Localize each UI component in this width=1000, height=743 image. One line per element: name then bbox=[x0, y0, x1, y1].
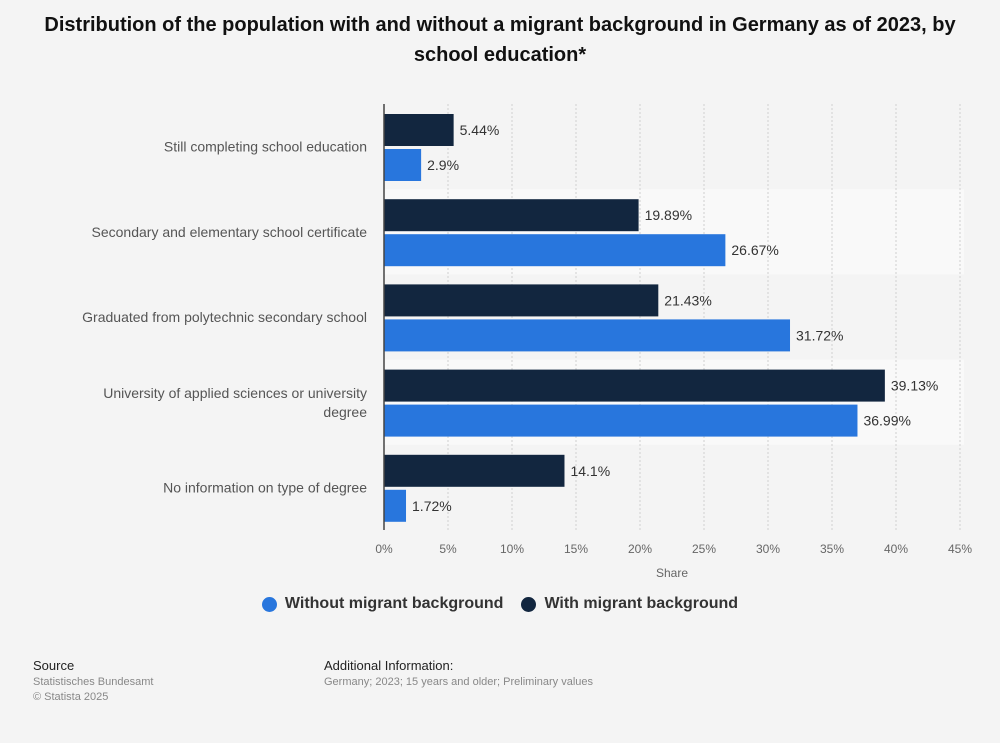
bar-with-migrant bbox=[384, 369, 885, 402]
bar-with-migrant bbox=[384, 114, 454, 146]
legend-dot-without bbox=[261, 596, 277, 612]
legend-label-with: With migrant background bbox=[544, 595, 739, 612]
bar-with-migrant bbox=[384, 454, 565, 487]
x-tick-label: 30% bbox=[756, 542, 780, 556]
x-tick-label: 15% bbox=[564, 542, 588, 556]
category-label: University of applied sciences or univer… bbox=[103, 385, 367, 420]
data-label: 2.9% bbox=[427, 157, 459, 173]
data-label: 31.72% bbox=[796, 327, 843, 343]
data-label: 14.1% bbox=[570, 463, 610, 479]
data-label: 36.99% bbox=[863, 413, 910, 429]
x-tick-label: 10% bbox=[500, 542, 524, 556]
copyright-text: © Statista 2025 bbox=[33, 691, 109, 703]
source-text[interactable]: Statistisches Bundesamt bbox=[33, 676, 154, 688]
x-tick-label: 40% bbox=[884, 542, 908, 556]
bar-without-migrant bbox=[384, 404, 858, 437]
legend-label-without: Without migrant background bbox=[284, 595, 504, 612]
legend-item-without[interactable]: Without migrant background bbox=[261, 595, 504, 613]
x-tick-label: 35% bbox=[820, 542, 844, 556]
bar-with-migrant bbox=[384, 284, 659, 317]
legend-dot-with bbox=[521, 596, 537, 612]
bar-without-migrant bbox=[384, 234, 726, 267]
info-heading: Additional Information: bbox=[324, 658, 454, 673]
bar-without-migrant bbox=[384, 489, 407, 522]
category-label: No information on type of degree bbox=[163, 479, 367, 495]
legend: Without migrant background With migrant … bbox=[0, 595, 1000, 613]
category-label: Graduated from polytechnic secondary sch… bbox=[82, 309, 367, 325]
data-label: 19.89% bbox=[645, 207, 692, 223]
legend-item-with[interactable]: With migrant background bbox=[521, 595, 738, 613]
category-label: Still completing school education bbox=[164, 139, 367, 155]
x-tick-label: 45% bbox=[948, 542, 972, 556]
bar-without-migrant bbox=[384, 149, 422, 181]
data-label: 5.44% bbox=[460, 122, 500, 138]
data-label: 26.67% bbox=[731, 242, 778, 258]
data-label: 21.43% bbox=[664, 292, 711, 308]
source-heading: Source bbox=[33, 658, 75, 673]
x-axis-title: Share bbox=[656, 566, 688, 580]
category-label: Secondary and elementary school certific… bbox=[92, 224, 368, 240]
data-label: 1.72% bbox=[412, 498, 452, 514]
bar-without-migrant bbox=[384, 319, 791, 352]
info-text: Germany; 2023; 15 years and older; Preli… bbox=[324, 676, 594, 688]
x-tick-label: 20% bbox=[628, 542, 652, 556]
x-tick-label: 5% bbox=[439, 542, 457, 556]
x-tick-label: 0% bbox=[375, 542, 393, 556]
x-tick-label: 25% bbox=[692, 542, 716, 556]
data-label: 39.13% bbox=[891, 378, 938, 394]
bar-with-migrant bbox=[384, 199, 639, 232]
chart-title: Distribution of the population with and … bbox=[44, 14, 956, 66]
bar-chart: 0% 5% 10% 15% 20% 25% 30% 35% 40% 45% Share 5.44% 2.… bbox=[82, 104, 972, 580]
